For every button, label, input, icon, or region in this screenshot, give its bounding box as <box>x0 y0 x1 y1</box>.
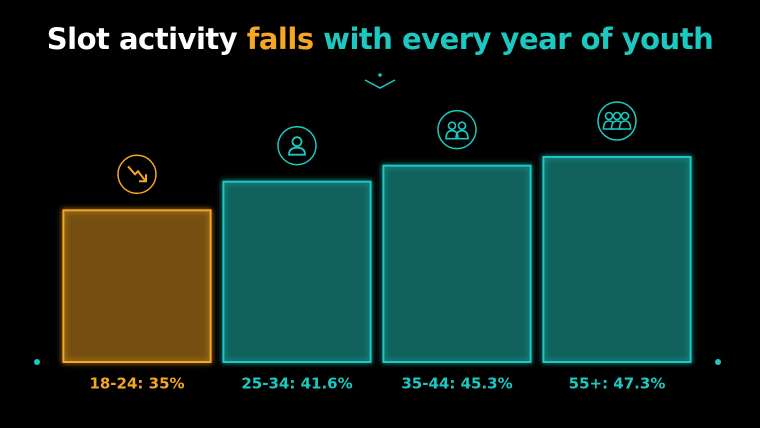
icon <box>127 165 146 181</box>
divider-chevron <box>364 79 396 89</box>
baseline-dot <box>34 359 40 365</box>
bar <box>382 164 532 363</box>
icon-ring <box>277 125 317 166</box>
icon <box>291 136 303 148</box>
title-part: falls <box>246 22 314 56</box>
x-tick-label: 35-44: 45.3% <box>401 375 512 393</box>
icon <box>455 129 469 140</box>
icon <box>288 146 306 156</box>
icon-ring <box>117 154 157 195</box>
icon <box>445 129 459 140</box>
bar <box>62 209 212 363</box>
icon <box>618 120 632 130</box>
icon <box>447 121 457 130</box>
icon <box>620 111 630 121</box>
icon-ring <box>597 101 637 141</box>
x-tick-label: 25-34: 41.6% <box>241 375 352 393</box>
title-part: Slot activity <box>46 22 247 56</box>
icon <box>139 174 147 183</box>
divider-dot <box>378 73 382 77</box>
bar <box>222 180 372 363</box>
bars: 18-24: 35% 25-34: 41.6% 35-44: 45.3% 55+: 4… <box>62 101 692 393</box>
icon <box>604 111 614 121</box>
bar <box>542 156 692 363</box>
chart-title: Slot activity falls with every year of y… <box>0 22 760 56</box>
icon-ring <box>437 109 477 150</box>
icon <box>612 111 622 121</box>
x-tick-label: 55+: 47.3% <box>569 375 666 393</box>
title-part: with every year of youth <box>313 22 714 56</box>
icon <box>457 121 467 130</box>
x-tick-label: 18-24: 35% <box>89 375 184 393</box>
baseline-dot <box>715 359 721 365</box>
